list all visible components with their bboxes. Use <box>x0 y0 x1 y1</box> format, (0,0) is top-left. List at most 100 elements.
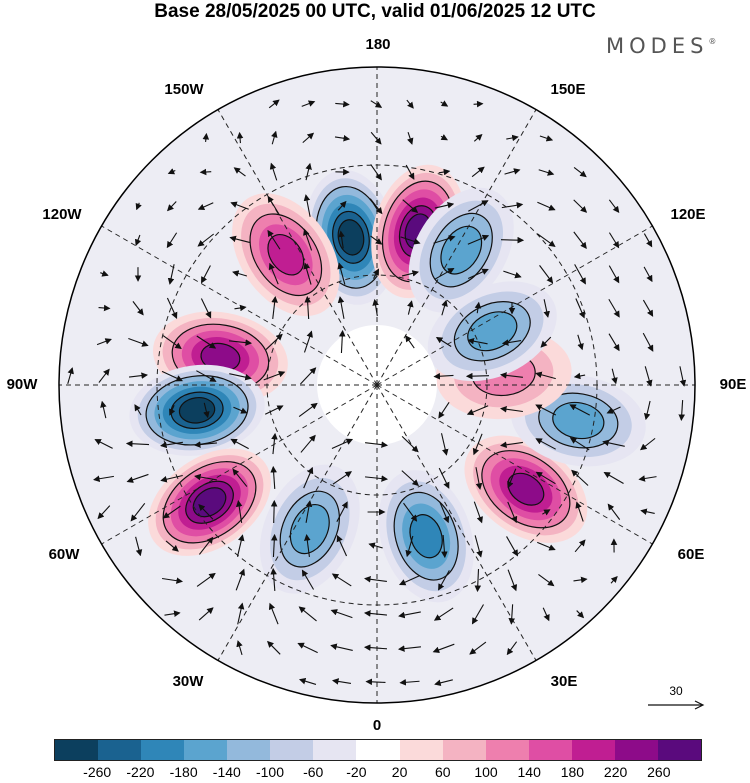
wind-vector <box>237 602 245 625</box>
colorbar-tick-label: 260 <box>647 764 671 780</box>
wind-vector <box>401 470 419 487</box>
wind-vector <box>331 438 354 449</box>
wind-vector <box>330 609 353 619</box>
colorbar-segment <box>485 740 529 760</box>
wind-vector <box>267 229 281 250</box>
wind-vector <box>169 405 176 416</box>
wind-vector <box>401 270 419 277</box>
wind-vector <box>305 500 313 523</box>
wind-vector <box>539 265 554 284</box>
wind-vector <box>398 574 421 586</box>
colorbar-tick-label: 220 <box>603 764 628 780</box>
wind-vector <box>432 643 455 653</box>
wind-vector <box>539 135 554 142</box>
colorbar-segment <box>657 740 701 760</box>
wind-vector <box>372 268 380 279</box>
colorbar-segment <box>184 740 228 760</box>
wind-vector <box>474 535 483 558</box>
wind-vector <box>363 644 388 651</box>
wind-vector <box>441 299 448 316</box>
wind-vector <box>543 299 550 318</box>
wind-vector <box>576 610 585 619</box>
reference-vector-label: 30 <box>669 684 683 698</box>
wind-vector <box>200 298 212 319</box>
wind-vector <box>643 400 651 421</box>
wind-vector <box>465 372 490 380</box>
wind-vector <box>573 576 588 584</box>
wind-vector <box>608 232 620 249</box>
wind-vector <box>500 236 525 244</box>
wind-vector <box>433 607 454 621</box>
wind-vector <box>508 604 516 625</box>
wind-vector <box>263 370 286 381</box>
lon-label-120e: 120E <box>670 206 706 223</box>
wind-vector <box>537 201 556 211</box>
wind-vector <box>440 134 448 141</box>
wind-vector <box>438 570 450 591</box>
wind-vector <box>267 195 281 216</box>
negative-anomaly-centre <box>427 281 557 382</box>
wind-vector <box>644 366 653 387</box>
wind-vector <box>372 298 379 317</box>
colorbar-tick-label: 60 <box>435 764 451 780</box>
wind-vector <box>264 405 284 415</box>
anomaly-contour-fill <box>201 343 240 372</box>
wind-vector <box>297 642 318 654</box>
wind-vector <box>167 168 176 175</box>
wind-vector <box>608 333 620 352</box>
wind-vector <box>271 295 278 319</box>
wind-vector <box>440 100 449 107</box>
colorbar-segment <box>399 740 443 760</box>
wind-vector <box>229 373 252 381</box>
anomaly-contour-line <box>178 397 216 424</box>
anomaly-contour-line <box>289 504 330 555</box>
colorbar-ticks: -260 -220 -180 -140 -100 -60 -20 20 60 100 140 180 2… <box>54 764 702 782</box>
wind-vector <box>536 233 556 247</box>
wind-vector <box>370 235 383 245</box>
meridian-line <box>376 225 653 386</box>
colorbar-tick-label: -260 <box>83 764 112 780</box>
wind-vector <box>196 335 217 349</box>
wind-vector <box>501 201 524 209</box>
wind-vector <box>167 264 175 285</box>
wind-vector <box>370 131 382 145</box>
wind-vector <box>304 534 311 557</box>
wind-vector <box>438 401 450 419</box>
wind-vector <box>643 233 653 248</box>
wind-vector <box>405 335 415 349</box>
wind-vector <box>506 134 519 142</box>
wind-vector <box>467 234 490 245</box>
wind-vector <box>542 509 551 516</box>
colorbar-segment <box>528 740 572 760</box>
colorbar-tick-label: -20 <box>346 764 367 780</box>
lon-label-90w: 90W <box>6 376 38 393</box>
wind-vector <box>338 230 345 249</box>
wind-vector <box>196 572 216 587</box>
wind-vector <box>270 465 277 490</box>
wind-vector <box>232 468 248 487</box>
wind-vector <box>506 641 518 656</box>
anomaly-contour-line <box>185 480 234 524</box>
anomaly-contour-line <box>337 219 365 256</box>
colorbar-tick-label: -180 <box>169 764 198 780</box>
wind-vector <box>96 338 112 346</box>
lon-label-120w: 120W <box>42 206 82 223</box>
map-border <box>58 66 696 704</box>
wind-vector <box>303 228 313 251</box>
wind-vector <box>507 501 518 524</box>
lon-label-90e: 90E <box>719 376 747 393</box>
wind-vector <box>439 501 450 524</box>
wind-vector <box>400 236 421 245</box>
lon-label-180: 180 <box>365 36 391 53</box>
wind-vector <box>608 298 620 318</box>
wind-vector <box>365 475 389 482</box>
positive-anomaly-centre <box>148 448 271 556</box>
colorbar-segment <box>356 740 400 760</box>
wind-vector <box>608 265 620 284</box>
wind-vector <box>128 337 149 347</box>
wind-vector <box>434 679 453 687</box>
wind-vector <box>125 440 150 448</box>
lon-label-150w: 150W <box>164 81 204 98</box>
colorbar-segment <box>270 740 314 760</box>
wind-vector <box>434 201 455 209</box>
